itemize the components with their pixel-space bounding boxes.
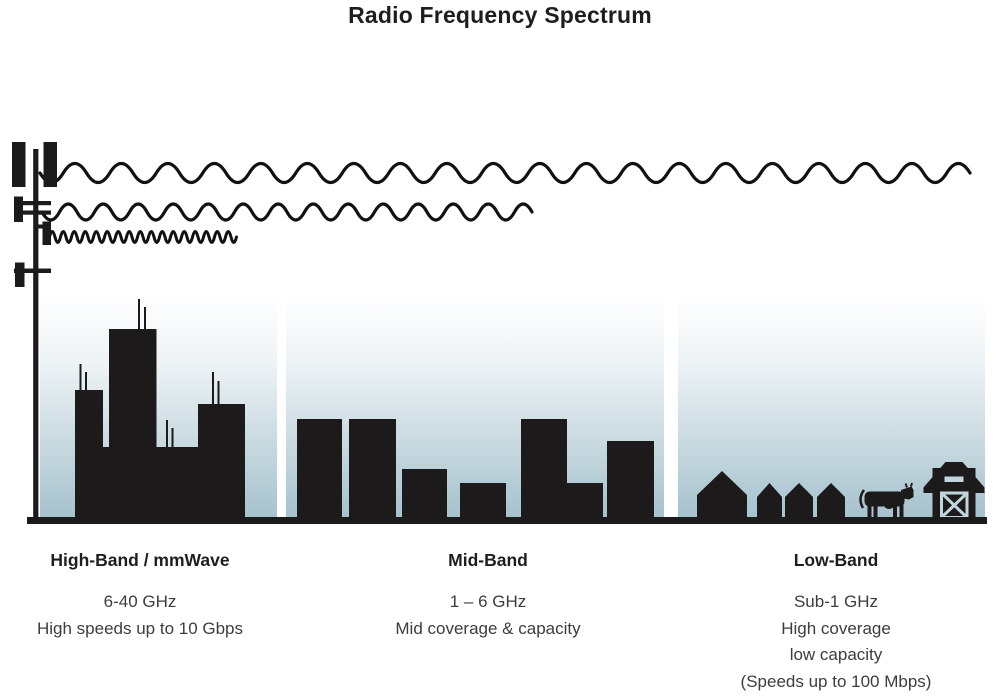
mid-band-description: Mid coverage & capacity — [395, 618, 581, 638]
tower-antenna-panel-left — [12, 142, 26, 187]
short-wavelength-wave — [42, 230, 238, 244]
diagram-title: Radio Frequency Spectrum — [348, 2, 652, 28]
mid-band-heading: Mid-Band — [448, 550, 528, 570]
cow-udder — [884, 503, 894, 509]
cow-leg — [873, 504, 878, 518]
high-band-label-block: High-Band / mmWave 6-40 GHz High speeds … — [37, 550, 243, 642]
high-band-heading: High-Band / mmWave — [50, 550, 230, 570]
cow-leg — [893, 504, 897, 518]
building — [607, 441, 654, 517]
low-band-frequency: Sub-1 GHz — [793, 592, 879, 611]
house-icon — [785, 483, 813, 517]
rooftop-antenna-spikes — [79, 299, 220, 447]
low-band-speed-note: (Speeds up to 100 Mbps) — [740, 671, 932, 691]
medium-wavelength-wave — [40, 202, 534, 222]
building — [460, 483, 506, 517]
mid-band-label-block: Mid-Band 1 – 6 GHz Mid coverage & capaci… — [395, 550, 580, 642]
tower-crossarm — [14, 210, 51, 215]
cell-tower-icon — [12, 142, 57, 524]
tower-crossarm — [14, 268, 51, 273]
barn-loft-window — [944, 476, 964, 482]
low-band-label-block: Low-Band Sub-1 GHz High coverage low cap… — [741, 550, 932, 695]
cow-tail — [859, 489, 866, 509]
tower-crossarm — [14, 201, 51, 206]
cow-leg — [899, 504, 904, 518]
low-band-description: High coverage — [781, 618, 891, 638]
cow-leg — [867, 504, 872, 518]
tower-antenna-small-right — [42, 221, 51, 245]
cow-icon — [859, 482, 914, 518]
cow-body — [864, 491, 905, 507]
long-wavelength-wave — [38, 161, 972, 185]
tower-antenna-small-left — [14, 196, 23, 222]
house-icon — [697, 471, 747, 517]
cow-horns — [904, 482, 913, 488]
building-annex — [567, 483, 603, 517]
tower-antenna-small-lower — [15, 262, 25, 287]
ground-line — [27, 517, 987, 524]
tower-mast — [33, 149, 39, 524]
tower-antenna-panel-right — [43, 142, 57, 187]
skyscraper — [75, 390, 103, 517]
skyscraper — [198, 404, 245, 517]
barn-icon — [923, 462, 985, 519]
high-band-frequency: 6-40 GHz — [103, 592, 177, 611]
high-band-description: High speeds up to 10 Gbps — [36, 618, 244, 638]
low-band-heading: Low-Band — [793, 550, 879, 570]
mid-band-frequency: 1 – 6 GHz — [449, 592, 527, 611]
house-icon — [817, 483, 845, 517]
mid-band-skyline — [297, 419, 654, 517]
low-band-description: low capacity — [789, 645, 883, 664]
building — [349, 419, 396, 517]
building — [297, 419, 342, 517]
high-band-skyline — [75, 299, 245, 517]
house-icon — [757, 483, 782, 517]
building — [402, 469, 447, 517]
skyscraper-tall — [109, 329, 157, 517]
tower-bracket — [36, 224, 46, 229]
low-band-farm — [697, 462, 985, 519]
building — [521, 419, 567, 517]
spectrum-scene — [12, 142, 987, 524]
cow-head — [901, 486, 914, 500]
